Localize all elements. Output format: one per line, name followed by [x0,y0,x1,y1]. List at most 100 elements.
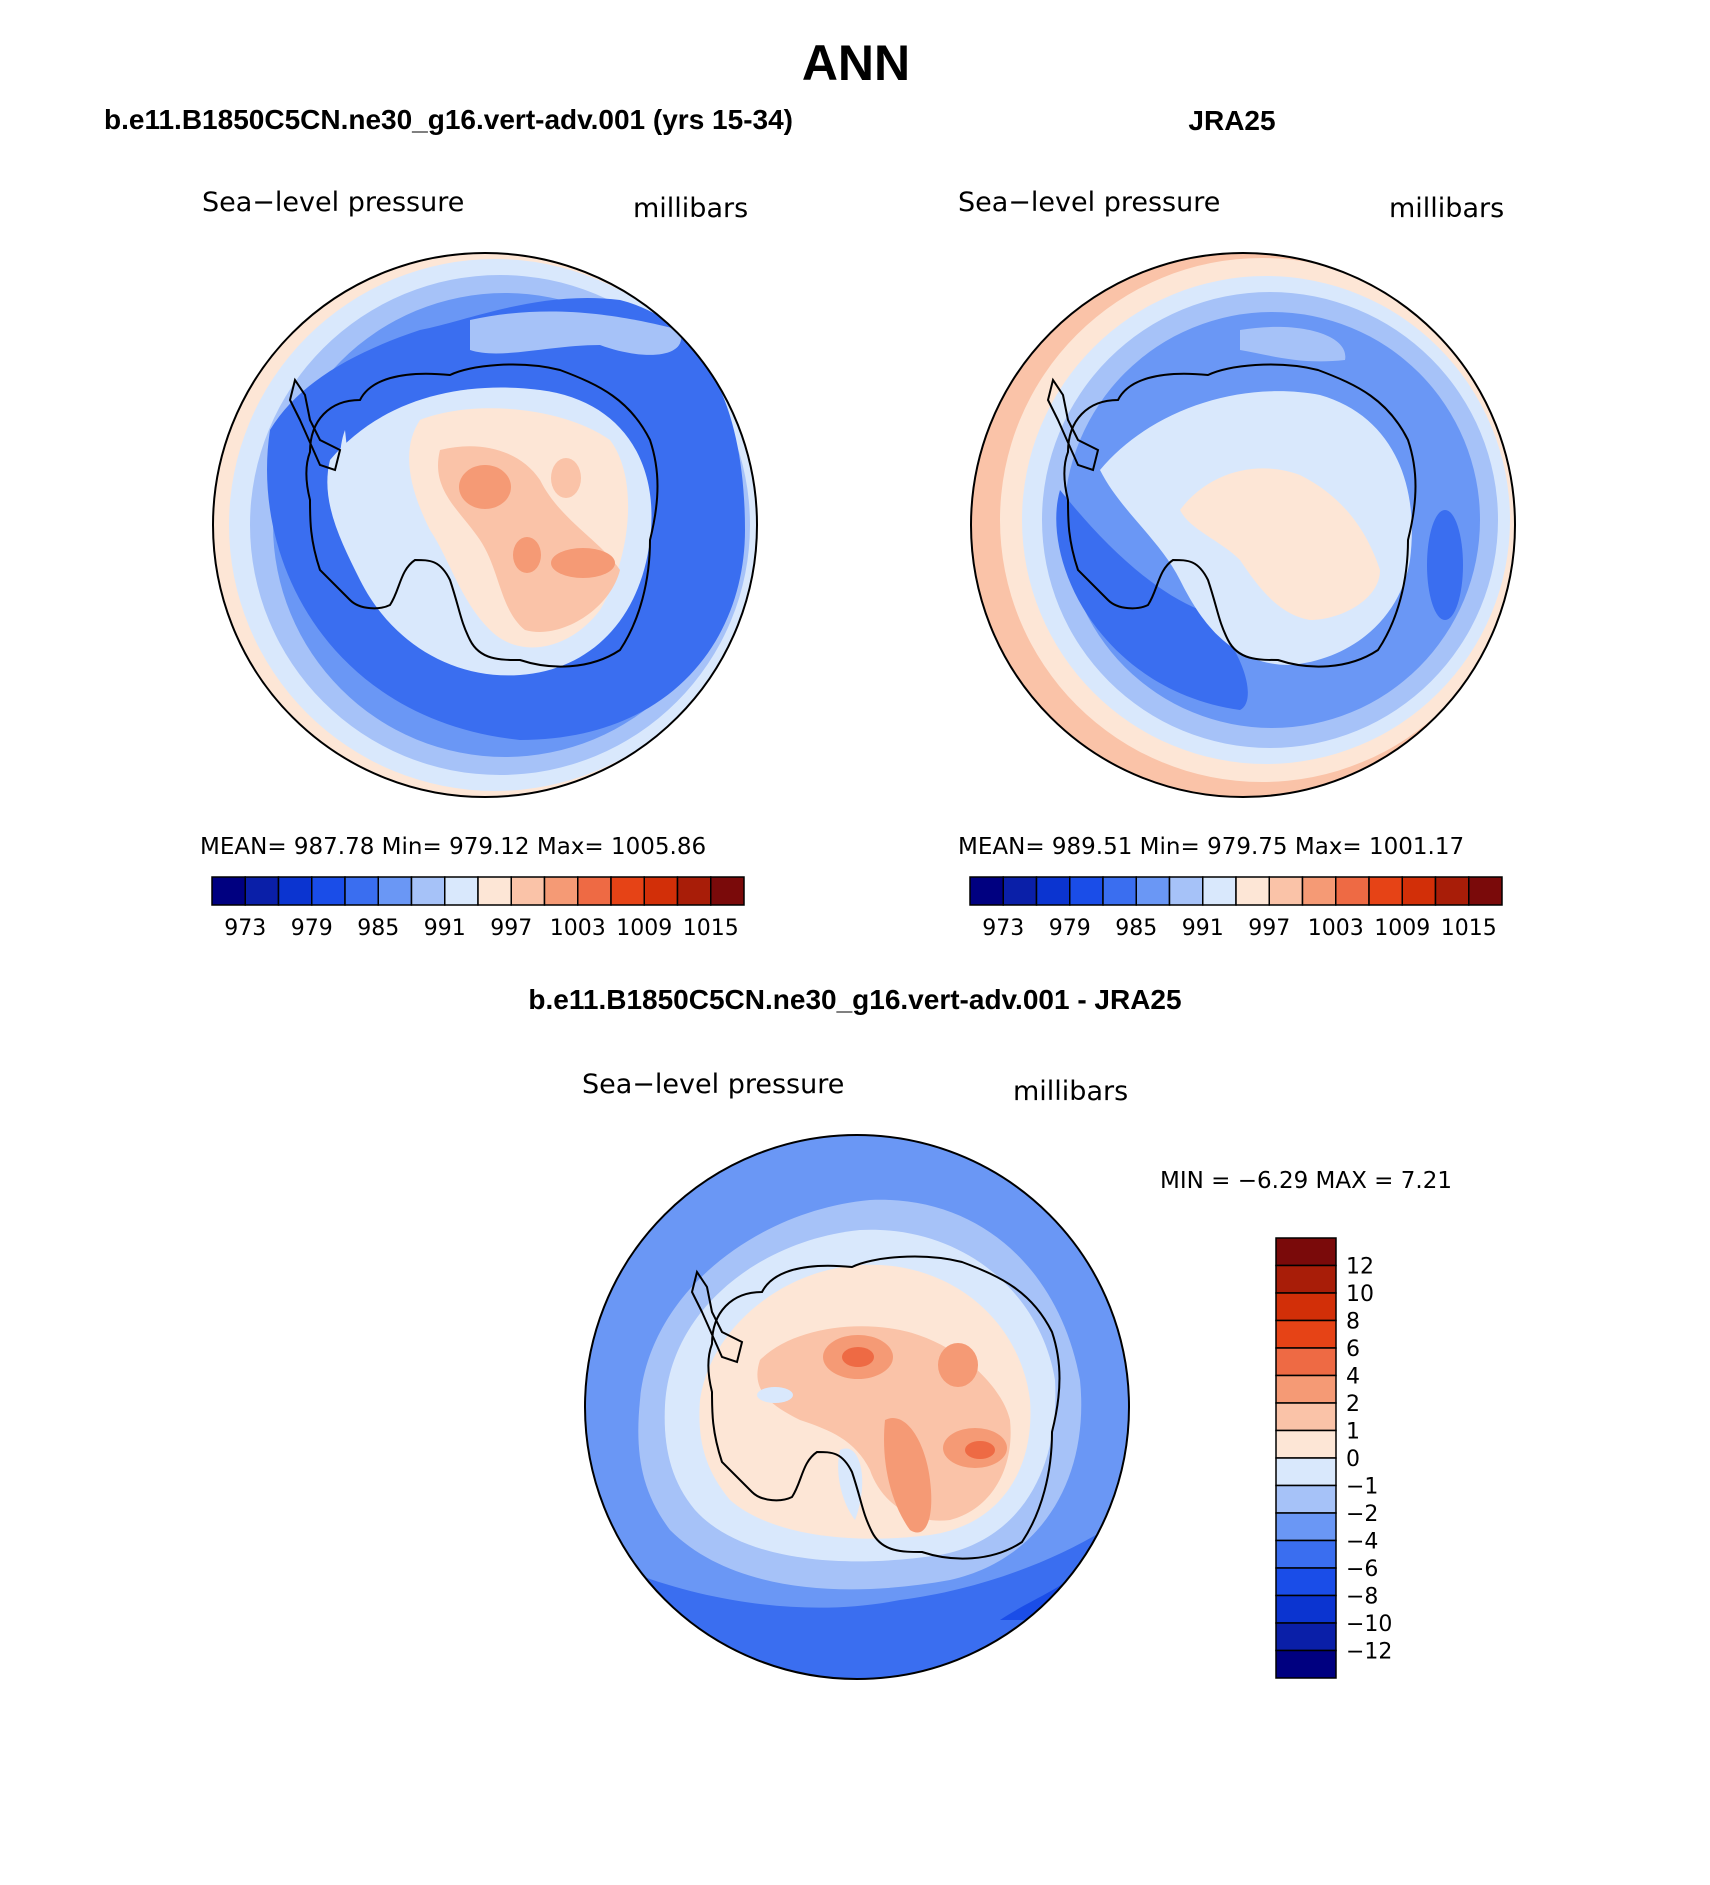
colorbar-tick-label: −12 [1346,1640,1392,1665]
colorbar-swatch [244,876,280,906]
colorbar-tick-label: −2 [1346,1502,1378,1527]
colorbar-swatch [1275,1237,1337,1267]
antarctic-peninsula-coastline [288,377,342,472]
contour-fill [1100,1150,1129,1230]
colorbar-swatch [1202,876,1237,906]
contour-fill [551,548,615,578]
panel-model-colorbar-labels: 973 979 985 991 997 1003 1009 1015 [224,916,739,941]
colorbar-tick-label: −4 [1346,1530,1378,1555]
colorbar-tick-label: 1015 [1441,916,1497,941]
colorbar-tick-label: 1003 [1308,916,1364,941]
panel-observations-colorbar [969,876,1503,906]
colorbar-swatch [1275,1594,1337,1624]
colorbar-tick-label: 1015 [683,916,739,941]
panel-difference-units-label: millibars [1013,1076,1128,1107]
colorbar-tick-label: 8 [1346,1310,1360,1335]
panel-difference-map-border [584,1134,1130,1680]
colorbar-tick-label: −1 [1346,1475,1378,1500]
colorbar-swatch [1275,1622,1337,1652]
contour-fill [1180,468,1380,620]
colorbar-tick-label: 985 [1115,916,1157,941]
colorbar-swatch [410,876,446,906]
panel-observations-units-label: millibars [1389,193,1504,224]
colorbar-tick-label: −10 [1346,1612,1392,1637]
colorbar-swatch [444,876,479,906]
colorbar-swatch [1135,876,1171,906]
colorbar-swatch [1275,1457,1337,1487]
colorbar-tick-label: 973 [224,916,266,941]
colorbar-swatch [1468,876,1503,906]
colorbar-swatch [277,876,313,906]
colorbar-tick-label: 979 [1049,916,1091,941]
colorbar-swatch [1268,876,1304,906]
contour-fill [513,537,541,573]
colorbar-tick-label: 6 [1346,1337,1360,1362]
panel-model-variable-label: Sea−level pressure [202,187,464,218]
colorbar-tick-label: −6 [1346,1557,1378,1582]
colorbar-tick-label: 1003 [550,916,606,941]
colorbar-tick-label: 997 [1248,916,1290,941]
colorbar-swatch [1069,876,1104,906]
colorbar-swatch [1335,876,1370,906]
colorbar-swatch [344,876,379,906]
colorbar-tick-label: 1009 [1374,916,1430,941]
panel-model-units-label: millibars [633,193,748,224]
colorbar-tick-label: 0 [1346,1447,1360,1472]
low-pressure-trough [1056,490,1248,710]
colorbar-swatch [1275,1539,1337,1569]
colorbar-swatch [577,876,612,906]
colorbar-swatch [543,876,579,906]
contour-fill [1240,326,1346,362]
colorbar-tick-label: 991 [424,916,466,941]
panel-observations-map-border [970,252,1516,798]
colorbar-tick-label: 997 [490,916,532,941]
colorbar-swatch [1275,1649,1337,1679]
contour-fill [842,1347,874,1367]
antarctic-peninsula-coastline [690,1269,744,1364]
colorbar-tick-label: 991 [1182,916,1224,941]
colorbar-swatch [643,876,679,906]
panel-observations-colorbar-labels: 973 979 985 991 997 1003 1009 1015 [982,916,1497,941]
colorbar-swatch [1275,1292,1337,1322]
colorbar-swatch [377,876,413,906]
colorbar-swatch [311,876,346,906]
panel-observations-stats: MEAN= 989.51 Min= 979.75 Max= 1001.17 [958,834,1464,860]
panel-model-map [213,253,757,797]
contour-fill [551,458,581,498]
colorbar-swatch [1401,876,1437,906]
colorbar-swatch [1275,1512,1337,1542]
colorbar-swatch [710,876,745,906]
colorbar-swatch [610,876,645,906]
contour-fill [470,311,682,355]
colorbar-swatch [1434,876,1470,906]
panel-difference: b.e11.B1850C5CN.ne30_g16.vert-adv.001 - … [528,984,1452,1680]
antarctic-peninsula-coastline [1046,377,1100,472]
panel-model-stats: MEAN= 987.78 Min= 979.12 Max= 1005.86 [200,834,706,860]
colorbar-swatch [477,876,512,906]
colorbar-swatch [1035,876,1071,906]
colorbar-swatch [211,876,246,906]
colorbar-tick-label: 973 [982,916,1024,941]
colorbar-swatch [510,876,546,906]
colorbar-swatch [1235,876,1270,906]
colorbar-swatch [1275,1429,1337,1459]
contour-fill [838,1448,863,1520]
colorbar-tick-label: 1 [1346,1420,1360,1445]
panel-observations-map [971,253,1515,797]
colorbar-tick-label: 10 [1346,1282,1374,1307]
colorbar-swatch [1275,1374,1337,1404]
colorbar-swatch [1275,1567,1337,1597]
panel-difference-variable-label: Sea−level pressure [582,1069,844,1100]
colorbar-tick-label: 1009 [616,916,672,941]
panel-observations: JRA25 Sea−level pressure millibars MEAN=… [958,105,1516,941]
antarctica-coastline [1063,363,1417,668]
colorbar-tick-label: 12 [1346,1255,1374,1280]
contour-fill [340,430,390,560]
colorbar-swatch [1301,876,1337,906]
colorbar-swatch [1275,1264,1337,1294]
panel-observations-heading: JRA25 [1188,105,1275,136]
low-pressure-trough [1427,510,1463,620]
colorbar-swatch [1275,1347,1337,1377]
